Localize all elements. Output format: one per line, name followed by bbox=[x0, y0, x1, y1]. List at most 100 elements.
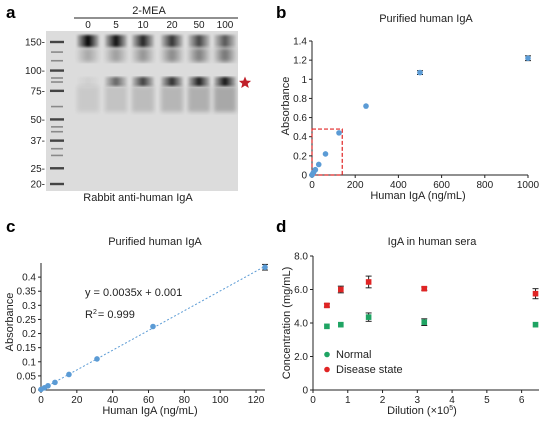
legend-label: Normal bbox=[336, 349, 371, 361]
chart-c-xlabel: Human IgA (ng/mL) bbox=[102, 405, 197, 417]
marker-label: 50- bbox=[31, 115, 45, 126]
band-150kda bbox=[77, 35, 99, 47]
ladder-band bbox=[50, 69, 64, 72]
x-tick-label: 60 bbox=[143, 395, 155, 406]
y-tick-label: 0.3 bbox=[22, 301, 36, 312]
band-smear-low bbox=[188, 86, 210, 112]
lane-label: 50 bbox=[193, 20, 205, 31]
chart-d-xlabel-end: ) bbox=[453, 405, 457, 417]
ladder-band bbox=[50, 167, 64, 170]
x-tick-label: 400 bbox=[390, 180, 407, 191]
band-smear bbox=[77, 48, 99, 62]
y-tick-label: 2.0 bbox=[294, 352, 308, 363]
y-tick-label: 0.6 bbox=[293, 113, 307, 124]
lane-label: 5 bbox=[113, 20, 119, 31]
fit-equation: y = 0.0035x + 0.001 bbox=[85, 287, 182, 299]
band-smear-low bbox=[214, 86, 236, 112]
legend-marker bbox=[324, 351, 330, 358]
blot-header: 2-MEA bbox=[132, 5, 166, 17]
y-tick-label: 0.35 bbox=[17, 287, 37, 298]
y-tick-label: 0.05 bbox=[17, 371, 37, 382]
data-point bbox=[262, 264, 268, 271]
band-smear-low bbox=[105, 86, 127, 112]
marker-label: 37- bbox=[31, 136, 45, 147]
y-tick-label: 1 bbox=[301, 75, 307, 86]
legend-marker bbox=[324, 366, 330, 373]
data-point bbox=[94, 356, 100, 362]
ladder-band bbox=[51, 154, 63, 157]
band-150kda bbox=[214, 35, 236, 47]
band-smear bbox=[132, 48, 154, 62]
x-tick-label: 100 bbox=[212, 395, 229, 406]
x-tick-label: 1000 bbox=[517, 180, 540, 191]
legend-label: Disease state bbox=[336, 364, 403, 376]
band-smear-low bbox=[77, 86, 99, 112]
chart-d-xlabel-sup: 5 bbox=[449, 405, 453, 412]
ladder-band bbox=[51, 77, 63, 79]
data-point bbox=[338, 286, 344, 293]
marker-label: 150- bbox=[25, 38, 45, 49]
y-tick-label: 0.2 bbox=[22, 329, 36, 340]
band-150kda bbox=[188, 35, 210, 47]
marker-label: 20- bbox=[31, 180, 45, 191]
x-tick-label: 6 bbox=[519, 395, 525, 406]
zoom-box bbox=[311, 128, 343, 176]
y-tick-label: 1.4 bbox=[293, 37, 307, 48]
x-tick-label: 80 bbox=[179, 395, 191, 406]
band-75kda bbox=[132, 77, 154, 86]
data-point bbox=[525, 55, 531, 62]
marker-labels: 150- 100- 75- 50- 37- 25- 20- bbox=[25, 38, 45, 191]
data-point bbox=[324, 323, 330, 330]
panel-b: b Purified human IgA 0 200 400 600 800 100000… bbox=[276, 3, 540, 202]
marker-label: 100- bbox=[25, 66, 45, 77]
x-tick-label: 2 bbox=[380, 395, 386, 406]
data-point bbox=[338, 321, 344, 328]
x-tick-label: 0 bbox=[310, 395, 316, 406]
blot-bands bbox=[50, 35, 236, 186]
chart-d-xlabel: Dilution (×105) bbox=[387, 405, 457, 417]
data-point bbox=[365, 314, 372, 320]
chart-b-xlabel: Human IgA (ng/mL) bbox=[370, 190, 465, 202]
panel-label-a: a bbox=[6, 3, 16, 22]
y-tick-label: 0 bbox=[302, 386, 308, 397]
ladder-band bbox=[51, 105, 63, 108]
ladder-band bbox=[50, 40, 64, 44]
chart-d-xlabel-text: Dilution (×10 bbox=[387, 405, 449, 417]
ladder-band bbox=[50, 139, 64, 142]
ladder-band bbox=[51, 51, 63, 53]
chart-d-ylabel: Concentration (mg/mL) bbox=[281, 267, 293, 380]
data-point bbox=[532, 321, 539, 328]
marker-label: 25- bbox=[31, 164, 45, 175]
fit-r2-value: = 0.999 bbox=[98, 309, 135, 321]
y-tick-label: 6.0 bbox=[294, 285, 308, 296]
ladder-band bbox=[51, 59, 63, 62]
band-smear bbox=[188, 48, 210, 62]
x-tick-label: 120 bbox=[248, 395, 265, 406]
band-smear-low bbox=[132, 86, 154, 112]
band-75kda bbox=[214, 77, 236, 86]
lane-labels: 0 5 10 20 50 100 bbox=[85, 20, 234, 31]
x-tick-label: 3 bbox=[415, 395, 421, 406]
data-point bbox=[66, 371, 72, 378]
panel-a: a 2-MEA 0 5 10 20 50 100 150- 100- 75- 50- 37- 25-… bbox=[6, 3, 252, 204]
y-tick-label: 0.4 bbox=[293, 132, 307, 143]
chart-d-title: IgA in human sera bbox=[388, 236, 478, 248]
chart-b-title: Purified human IgA bbox=[379, 13, 473, 25]
data-point bbox=[421, 319, 428, 325]
x-tick-label: 200 bbox=[347, 180, 364, 191]
y-tick-label: 0.1 bbox=[22, 357, 36, 368]
panel-c: c Purified human IgA 0 20 40 60 80 100 120 0 0.0… bbox=[4, 217, 268, 417]
band-150kda bbox=[105, 35, 127, 47]
blot-caption: Rabbit anti-human IgA bbox=[83, 192, 193, 204]
x-tick-label: 1 bbox=[345, 395, 351, 406]
ladder-band bbox=[51, 126, 63, 128]
star-icon bbox=[238, 76, 252, 88]
ladder-band bbox=[51, 147, 63, 150]
y-tick-label: 0.15 bbox=[17, 343, 37, 354]
x-tick-label: 600 bbox=[433, 180, 450, 191]
panel-label-d: d bbox=[276, 217, 286, 236]
chart-c-title: Purified human IgA bbox=[108, 236, 202, 248]
lane-label: 10 bbox=[137, 20, 149, 31]
band-smear bbox=[105, 48, 127, 62]
